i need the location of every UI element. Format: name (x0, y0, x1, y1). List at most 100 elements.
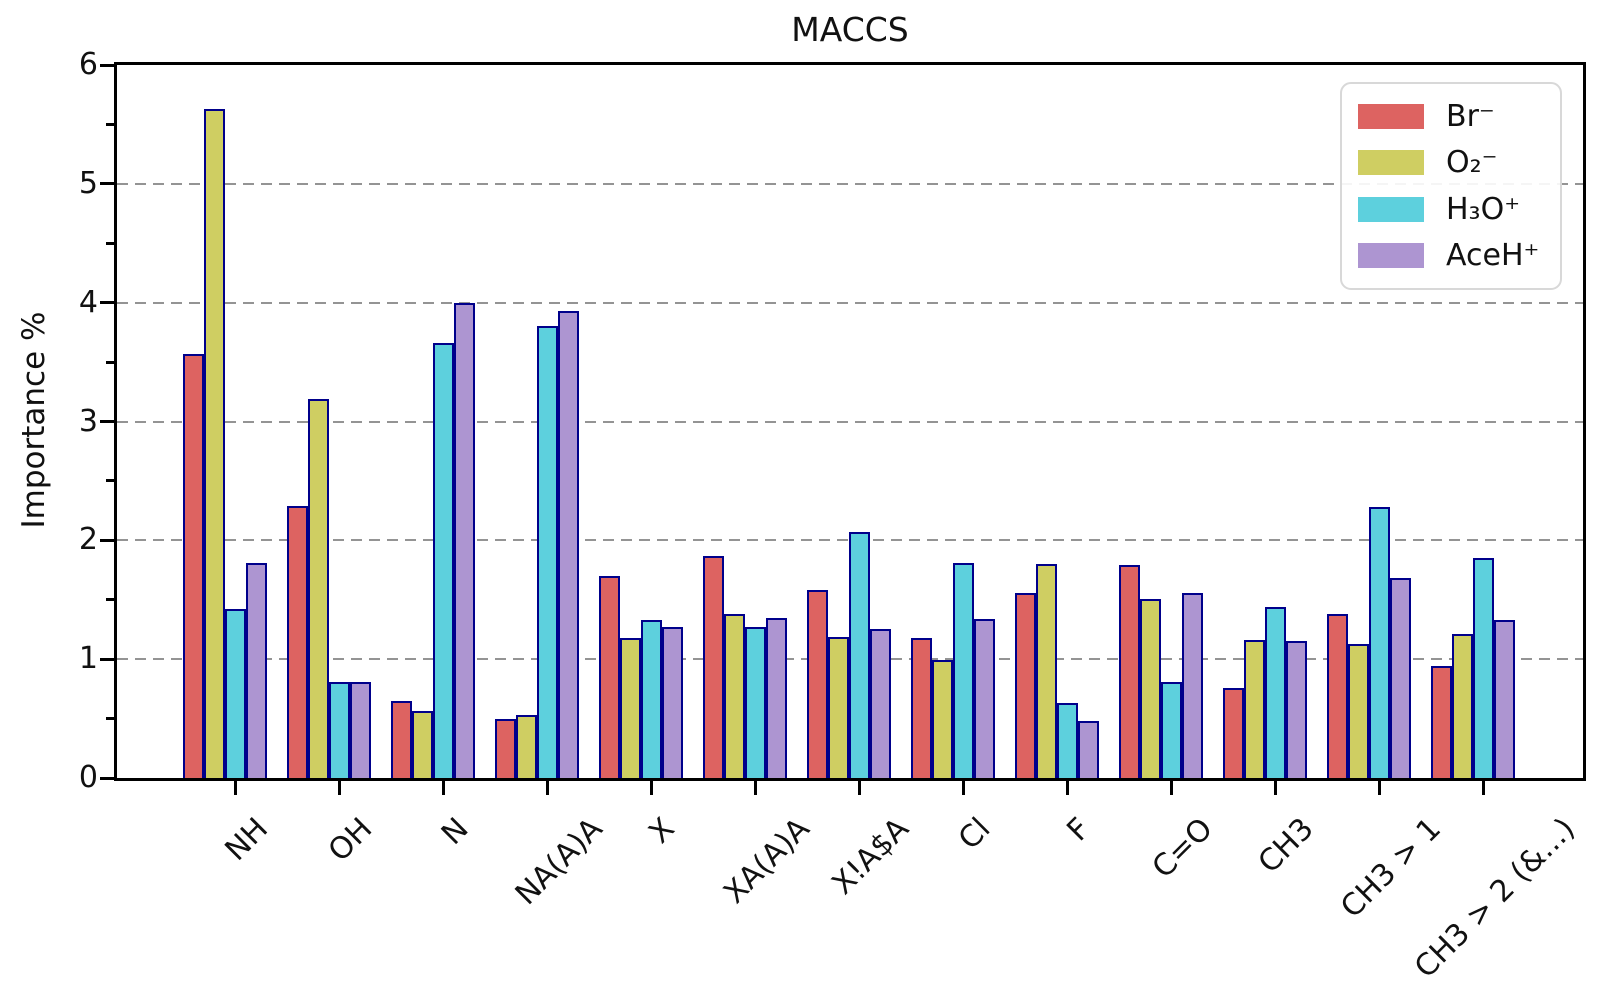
bar-H₃O⁺-CH3 > 2 (&...) (1472, 558, 1494, 778)
y-tick-label: 5 (78, 165, 98, 201)
y-tick-label: 6 (78, 47, 98, 82)
x-tick-label: NH (218, 811, 275, 868)
y-tick-label: 4 (78, 284, 98, 320)
bar-H₃O⁺-X (640, 619, 662, 778)
x-axis-tick (1169, 781, 1173, 795)
y-axis-tick (100, 420, 114, 423)
y-axis-minor-tick (106, 598, 114, 602)
bar-O₂⁻-XA(A)A (723, 614, 745, 778)
bar-O₂⁻-N (411, 711, 433, 778)
y-axis-minor-tick (106, 241, 114, 245)
legend-row: O₂⁻ (1358, 145, 1560, 180)
bar-Br⁻-C=O (1118, 565, 1140, 778)
legend-label: Br⁻ (1446, 99, 1495, 135)
x-tick-label: X!A$A (825, 811, 916, 902)
bar-O₂⁻-OH (307, 398, 329, 778)
x-tick-label: Cl (952, 811, 998, 857)
bar-H₃O⁺-N (432, 343, 454, 778)
bar-O₂⁻-CH3 > 2 (&...) (1451, 634, 1473, 778)
x-axis-tick (441, 781, 445, 795)
x-axis-tick (753, 781, 757, 795)
y-axis-minor-tick (106, 717, 114, 721)
gridline (117, 182, 1583, 185)
x-axis-tick (1273, 781, 1277, 795)
x-axis-tick (1377, 781, 1381, 795)
bar-AceH⁺-NH (245, 562, 267, 778)
bar-H₃O⁺-OH (328, 681, 350, 778)
y-axis-tick (100, 182, 114, 186)
bar-AceH⁺-C=O (1181, 592, 1203, 778)
bar-H₃O⁺-C=O (1160, 681, 1182, 778)
bar-H₃O⁺-CH3 (1264, 606, 1286, 778)
bar-Br⁻-CH3 > 1 (1326, 614, 1348, 778)
x-axis-tick (1481, 781, 1485, 795)
bar-O₂⁻-F (1035, 564, 1057, 778)
bar-AceH⁺-X!A$A (869, 629, 891, 778)
x-axis-tick (649, 781, 653, 795)
y-tick-label: 1 (78, 641, 98, 677)
legend-row: AceH⁺ (1358, 238, 1560, 273)
bar-AceH⁺-NA(A)A (557, 311, 579, 778)
x-axis-tick (857, 781, 861, 795)
bar-AceH⁺-CH3 > 2 (&...) (1493, 619, 1515, 778)
y-axis-minor-tick (106, 360, 114, 364)
bar-H₃O⁺-XA(A)A (744, 627, 766, 778)
y-axis-tick (100, 776, 114, 780)
bar-O₂⁻-Cl (931, 660, 953, 778)
x-axis-tick (337, 781, 341, 795)
x-tick-label: NA(A)A (508, 811, 610, 913)
x-tick-label: X (642, 811, 683, 851)
bar-AceH⁺-XA(A)A (765, 617, 787, 778)
bar-Br⁻-XA(A)A (702, 555, 724, 778)
y-axis-tick (100, 657, 114, 661)
bar-AceH⁺-CH3 > 1 (1389, 578, 1411, 778)
y-axis-tick (100, 301, 114, 305)
bar-AceH⁺-X (661, 627, 683, 778)
x-axis-tick (233, 781, 237, 795)
gridline (117, 420, 1583, 423)
x-tick-label: F (1060, 811, 1098, 849)
bar-H₃O⁺-NA(A)A (536, 326, 558, 778)
legend-swatch (1358, 196, 1424, 222)
bar-Br⁻-NA(A)A (494, 718, 516, 778)
bar-O₂⁻-CH3 (1243, 640, 1265, 778)
legend-label: AceH⁺ (1446, 237, 1540, 273)
bar-Br⁻-NH (182, 353, 204, 778)
bar-Br⁻-X (598, 575, 620, 778)
bar-H₃O⁺-X!A$A (848, 532, 870, 778)
legend-swatch (1358, 150, 1424, 176)
legend-swatch (1358, 242, 1424, 268)
legend-row: Br⁻ (1358, 99, 1560, 134)
legend-label: O₂⁻ (1446, 145, 1498, 181)
bar-AceH⁺-F (1077, 720, 1099, 778)
x-axis-tick (961, 781, 965, 795)
x-tick-label: CH3 > 1 (1333, 811, 1448, 926)
chart-title: MACCS (791, 10, 909, 49)
legend: Br⁻ O₂⁻ H₃O⁺ AceH⁺ (1340, 82, 1562, 290)
bar-Br⁻-F (1014, 592, 1036, 778)
x-tick-label: XA(A)A (716, 811, 817, 911)
y-tick-label: 0 (78, 760, 98, 795)
x-axis-tick (545, 781, 549, 795)
legend-label: H₃O⁺ (1446, 191, 1521, 227)
bar-O₂⁻-NH (203, 108, 225, 778)
x-tick-label: N (434, 811, 476, 852)
y-axis-tick (100, 63, 114, 67)
bar-O₂⁻-C=O (1139, 598, 1161, 778)
bar-Br⁻-CH3 (1222, 687, 1244, 778)
x-tick-label: C=O (1145, 811, 1220, 886)
bar-O₂⁻-X!A$A (827, 636, 849, 778)
legend-swatch (1358, 104, 1424, 130)
bar-Br⁻-CH3 > 2 (&...) (1430, 666, 1452, 778)
bar-Br⁻-X!A$A (806, 590, 828, 778)
bar-AceH⁺-N (453, 302, 475, 778)
y-tick-label: 3 (78, 403, 98, 439)
bar-Br⁻-Cl (910, 637, 932, 778)
bar-H₃O⁺-CH3 > 1 (1368, 507, 1390, 778)
x-axis-tick (1065, 781, 1069, 795)
x-tick-label: CH3 (1251, 811, 1321, 881)
bar-AceH⁺-OH (349, 681, 371, 778)
bar-O₂⁻-CH3 > 1 (1347, 643, 1369, 778)
legend-row: H₃O⁺ (1358, 192, 1560, 227)
